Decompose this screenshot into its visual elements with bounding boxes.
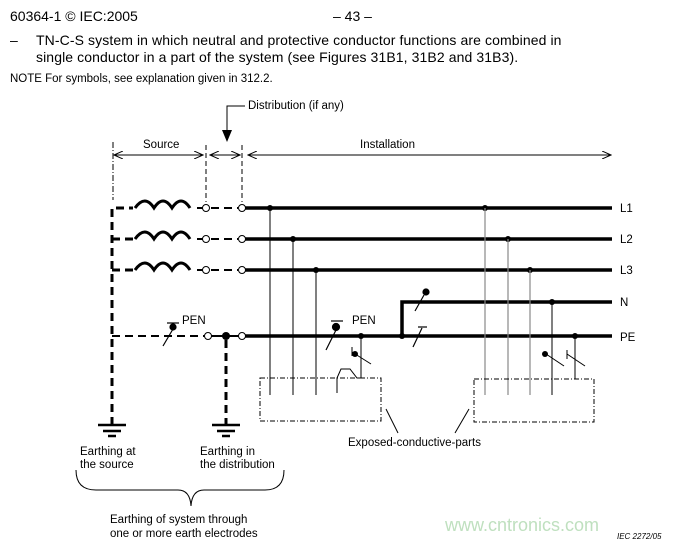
earthing-system-label-1: Earthing of system through (110, 514, 247, 526)
right-equipment-phase-wiring (484, 208, 531, 395)
earth-source-label-2: the source (80, 459, 134, 471)
note: NOTE For symbols, see explanation given … (10, 73, 273, 85)
distribution-pointer (226, 105, 245, 132)
pe-symbol (412, 326, 427, 348)
earth-distribution-label-1: Earthing in (200, 446, 255, 458)
right-equipment-n-pe-wiring (545, 302, 586, 395)
terminal (202, 204, 210, 212)
bullet: – (10, 32, 18, 48)
neutral-conductor (400, 300, 612, 336)
document-id: 60364-1 © IEC:2005 (10, 8, 138, 24)
terminal (202, 235, 210, 243)
distribution-arrowhead (222, 130, 232, 142)
watermark: www.cntronics.com (444, 515, 599, 535)
coil-icon (133, 230, 192, 242)
earth-distribution-label-2: the distribution (200, 459, 275, 471)
label-n: N (620, 297, 628, 309)
earth-source-label-1: Earthing at (80, 446, 136, 458)
earthing-system-label-2: one or more earth electrodes (110, 528, 258, 540)
leader-line (385, 408, 399, 434)
pen-symbol-left (162, 322, 179, 347)
earth-icon-source (98, 423, 126, 438)
paragraph-line-2: single conductor in a part of the system… (36, 49, 519, 65)
terminal (238, 235, 246, 243)
label-pe: PE (620, 332, 636, 344)
source-neutral-dashed (110, 206, 228, 425)
junction (222, 332, 230, 340)
earth-icon-distribution (212, 423, 240, 438)
terminal (238, 204, 246, 212)
distribution-label: Distribution (if any) (248, 100, 344, 112)
pen-label-left: PEN (182, 315, 206, 327)
pen-label-mid: PEN (352, 315, 376, 327)
terminal (204, 332, 212, 340)
n-symbol (414, 288, 430, 312)
brace (75, 469, 285, 507)
junction (399, 333, 405, 339)
terminal (238, 332, 246, 340)
n-symbol-dot (542, 351, 548, 357)
coil-icon (133, 199, 192, 211)
installation-label: Installation (360, 139, 415, 151)
figure-reference: IEC 2272/05 (617, 532, 662, 541)
junction (572, 333, 578, 339)
coil-icon (133, 261, 192, 273)
label-l3: L3 (620, 265, 633, 277)
pen-symbol-mid (325, 320, 343, 351)
page-number: – 43 – (333, 8, 372, 24)
leader-line (454, 408, 470, 434)
paragraph-line-1: TN-C-S system in which neutral and prote… (36, 32, 562, 48)
exposed-part-box-left (259, 377, 382, 422)
source-label: Source (143, 139, 179, 151)
pe-symbol-dot (352, 351, 358, 357)
left-equipment-wiring (269, 208, 372, 395)
junction (549, 299, 555, 305)
exposed-parts-label: Exposed-conductive-parts (348, 437, 481, 449)
terminal (238, 266, 246, 274)
terminal (202, 266, 210, 274)
label-l2: L2 (620, 234, 633, 246)
junction (358, 333, 364, 339)
label-l1: L1 (620, 203, 633, 215)
exposed-part-box-right (473, 378, 595, 423)
